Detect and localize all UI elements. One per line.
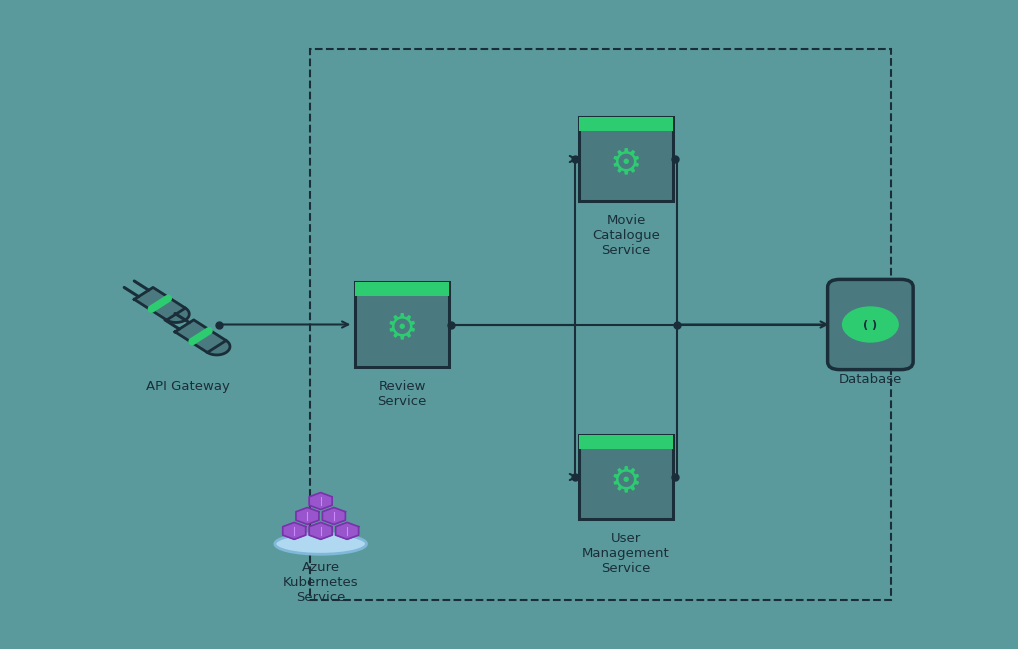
Text: Azure
Kubernetes
Service: Azure Kubernetes Service	[283, 561, 358, 604]
Text: Review
Service: Review Service	[378, 380, 427, 408]
Polygon shape	[208, 341, 230, 355]
Ellipse shape	[275, 533, 366, 554]
FancyBboxPatch shape	[355, 282, 449, 296]
FancyBboxPatch shape	[828, 279, 913, 370]
Text: Movie
Catalogue
Service: Movie Catalogue Service	[592, 214, 660, 258]
Text: ( ): ( )	[863, 319, 878, 330]
Text: API Gateway: API Gateway	[147, 380, 230, 393]
FancyBboxPatch shape	[355, 282, 449, 367]
Polygon shape	[309, 522, 332, 539]
Polygon shape	[283, 522, 305, 539]
Text: ⚙: ⚙	[610, 464, 642, 498]
Circle shape	[842, 306, 899, 343]
Text: User
Management
Service: User Management Service	[582, 532, 670, 576]
FancyBboxPatch shape	[579, 435, 673, 448]
Polygon shape	[175, 320, 226, 352]
Polygon shape	[134, 288, 185, 320]
Text: ⚙: ⚙	[610, 146, 642, 180]
FancyBboxPatch shape	[579, 117, 673, 201]
FancyBboxPatch shape	[579, 435, 673, 519]
Polygon shape	[167, 308, 189, 323]
Polygon shape	[309, 493, 332, 509]
Polygon shape	[296, 508, 319, 524]
FancyBboxPatch shape	[579, 117, 673, 130]
Text: Database: Database	[839, 373, 902, 386]
Polygon shape	[323, 508, 345, 524]
Polygon shape	[336, 522, 358, 539]
Text: ⚙: ⚙	[386, 312, 418, 346]
